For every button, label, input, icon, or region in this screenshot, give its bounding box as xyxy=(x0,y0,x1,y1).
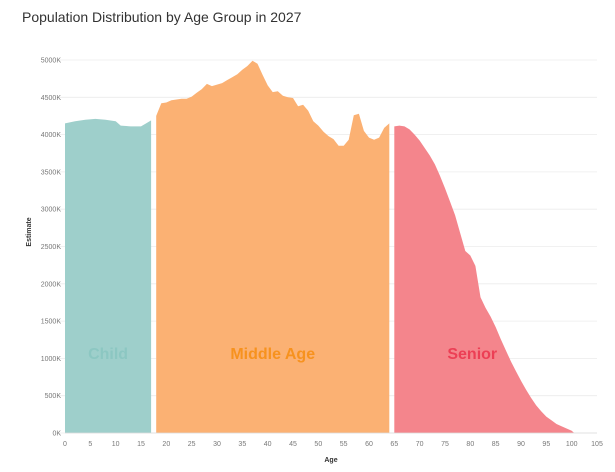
area-series xyxy=(65,60,575,434)
x-tick-label: 90 xyxy=(517,441,525,448)
child-area xyxy=(65,118,152,434)
y-tick-label: 500K xyxy=(45,393,62,400)
x-tick-label: 70 xyxy=(416,441,424,448)
y-tick-label: 3500K xyxy=(41,169,62,176)
senior-label: Senior xyxy=(447,346,497,363)
x-tick-label: 65 xyxy=(390,441,398,448)
x-tick-label: 25 xyxy=(188,441,196,448)
x-tick-label: 0 xyxy=(63,441,67,448)
x-tick-label: 45 xyxy=(289,441,297,448)
y-tick-label: 4500K xyxy=(41,95,62,102)
x-tick-label: 40 xyxy=(264,441,272,448)
y-axis: 0K 500K 1000K 1500K 2000K 2500K 3000K 3500K 4000… xyxy=(41,58,62,438)
child-label: Child xyxy=(88,346,128,363)
x-tick-label: 105 xyxy=(591,441,603,448)
y-tick-label: 5000K xyxy=(41,58,62,65)
x-axis: 0 5 10 15 20 25 30 35 40 45 50 55 60 65 70 75 80 85 90 95 10… xyxy=(63,432,603,448)
x-tick-label: 30 xyxy=(213,441,221,448)
y-tick-label: 2000K xyxy=(41,281,62,288)
x-tick-label: 15 xyxy=(137,441,145,448)
y-tick-label: 2500K xyxy=(41,244,62,251)
x-tick-label: 100 xyxy=(566,441,578,448)
x-tick-label: 60 xyxy=(365,441,373,448)
x-tick-label: 35 xyxy=(238,441,246,448)
x-tick-label: 85 xyxy=(492,441,500,448)
x-tick-label: 95 xyxy=(542,441,550,448)
middle-age-label: Middle Age xyxy=(230,346,315,363)
y-tick-label: 1000K xyxy=(41,356,62,363)
y-tick-label: 4000K xyxy=(41,132,62,139)
senior-area xyxy=(394,125,575,433)
y-tick-label: 1500K xyxy=(41,319,62,326)
x-tick-label: 75 xyxy=(441,441,449,448)
x-axis-title: Age xyxy=(324,457,337,464)
x-tick-label: 55 xyxy=(340,441,348,448)
x-tick-label: 80 xyxy=(466,441,474,448)
y-tick-label: 3000K xyxy=(41,207,62,214)
group-labels: Child Middle Age Senior xyxy=(88,346,497,363)
middle-age-area xyxy=(156,60,390,433)
chart-title: Population Distribution by Age Group in … xyxy=(22,9,302,25)
x-tick-label: 20 xyxy=(162,441,170,448)
y-axis-title: Estimate xyxy=(26,217,33,246)
x-tick-label: 10 xyxy=(112,441,120,448)
x-tick-label: 50 xyxy=(314,441,322,448)
x-tick-label: 5 xyxy=(88,441,92,448)
y-tick-label: 0K xyxy=(52,431,61,438)
